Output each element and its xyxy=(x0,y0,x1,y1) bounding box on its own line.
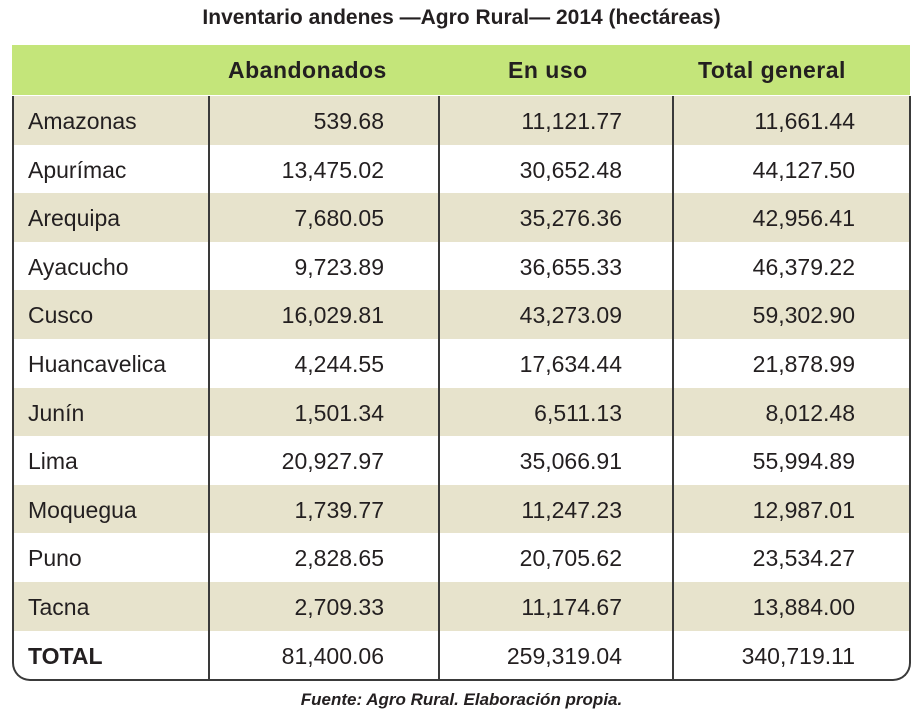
region-cell: Cusco xyxy=(28,302,94,329)
abandonados-cell: 9,723.89 xyxy=(294,253,384,280)
total-cell: 23,534.27 xyxy=(752,545,855,572)
column-divider xyxy=(208,96,210,679)
table-row: Moquegua 1,739.77 11,247.23 12,987.01 xyxy=(14,484,909,534)
en-uso-cell: 17,634.44 xyxy=(519,351,622,377)
header-abandonados: Abandonados xyxy=(228,57,387,83)
en-uso-cell: 36,655.33 xyxy=(519,253,622,280)
region-cell: Amazonas xyxy=(28,108,137,134)
region-cell: TOTAL xyxy=(28,642,103,669)
region-cell: Arequipa xyxy=(28,205,121,232)
header-total-general: Total general xyxy=(698,57,846,83)
en-uso-cell: 35,276.36 xyxy=(519,205,622,232)
total-cell: 13,884.00 xyxy=(752,594,855,620)
table-row: Huancavelica 4,244.55 17,634.44 21,878.99 xyxy=(14,339,909,388)
abandonados-cell: 13,475.02 xyxy=(281,156,384,183)
en-uso-cell: 30,652.48 xyxy=(519,156,622,183)
region-cell: Huancavelica xyxy=(28,351,167,377)
en-uso-cell: 20,705.62 xyxy=(519,545,622,572)
abandonados-cell: 16,029.81 xyxy=(281,302,384,329)
table-row: Cusco 16,029.81 43,273.09 59,302.90 xyxy=(14,290,909,339)
region-cell: Junín xyxy=(28,399,85,426)
table-row: Amazonas 539.68 11,121.77 11,661.44 xyxy=(14,96,909,145)
region-cell: Puno xyxy=(28,545,82,572)
en-uso-cell: 11,121.77 xyxy=(521,108,622,134)
en-uso-cell: 11,174.67 xyxy=(521,594,622,620)
header-en-uso: En uso xyxy=(508,57,588,83)
total-cell: 21,878.99 xyxy=(752,351,855,377)
abandonados-cell: 1,739.77 xyxy=(294,496,384,523)
total-cell: 55,994.89 xyxy=(752,448,855,475)
region-cell: Apurímac xyxy=(28,156,127,183)
table-row: Puno 2,828.65 20,705.62 23,534.27 xyxy=(14,533,909,582)
total-cell: 11,661.44 xyxy=(754,108,855,134)
region-cell: Lima xyxy=(28,448,78,475)
table-row: Tacna 2,709.33 11,174.67 13,884.00 xyxy=(14,582,909,631)
abandonados-cell: 4,244.55 xyxy=(294,351,384,377)
total-cell: 44,127.50 xyxy=(752,156,855,183)
abandonados-cell: 539.68 xyxy=(313,108,384,134)
table-row: Arequipa 7,680.05 35,276.36 42,956.41 xyxy=(14,193,909,242)
table-header: Abandonados En uso Total general xyxy=(12,45,910,95)
table-row: Ayacucho 9,723.89 36,655.33 46,379.22 xyxy=(14,242,909,291)
en-uso-cell: 43,273.09 xyxy=(519,302,622,329)
table-row: Junín 1,501.34 6,511.13 8,012.48 xyxy=(14,387,909,437)
abandonados-cell: 1,501.34 xyxy=(294,399,384,426)
abandonados-cell: 81,400.06 xyxy=(281,642,384,669)
total-cell: 59,302.90 xyxy=(752,302,855,329)
en-uso-cell: 11,247.23 xyxy=(521,496,622,523)
region-cell: Moquegua xyxy=(28,496,137,523)
total-cell: 8,012.48 xyxy=(765,399,855,426)
en-uso-cell: 6,511.13 xyxy=(534,399,622,426)
abandonados-cell: 7,680.05 xyxy=(294,205,384,232)
column-divider xyxy=(438,96,440,679)
en-uso-cell: 259,319.04 xyxy=(506,642,622,669)
source-note: Fuente: Agro Rural. Elaboración propia. xyxy=(300,690,623,709)
abandonados-cell: 20,927.97 xyxy=(281,448,384,475)
table-row: Apurímac 13,475.02 30,652.48 44,127.50 xyxy=(14,145,909,194)
total-cell: 42,956.41 xyxy=(752,205,855,232)
total-row: TOTAL 81,400.06 259,319.04 340,719.11 xyxy=(14,631,909,679)
column-divider xyxy=(672,96,674,679)
table-row: Lima 20,927.97 35,066.91 55,994.89 xyxy=(14,436,909,485)
abandonados-cell: 2,709.33 xyxy=(294,594,384,620)
en-uso-cell: 35,066.91 xyxy=(519,448,622,475)
total-cell: 340,719.11 xyxy=(741,642,855,669)
data-table: Amazonas 539.68 11,121.77 11,661.44 Apurímac… xyxy=(12,96,911,681)
region-cell: Tacna xyxy=(28,594,90,620)
table-title: Inventario andenes —Agro Rural— 2014 (he… xyxy=(202,6,721,29)
region-cell: Ayacucho xyxy=(28,253,129,280)
total-cell: 46,379.22 xyxy=(752,253,855,280)
abandonados-cell: 2,828.65 xyxy=(294,545,384,572)
total-cell: 12,987.01 xyxy=(752,496,855,523)
